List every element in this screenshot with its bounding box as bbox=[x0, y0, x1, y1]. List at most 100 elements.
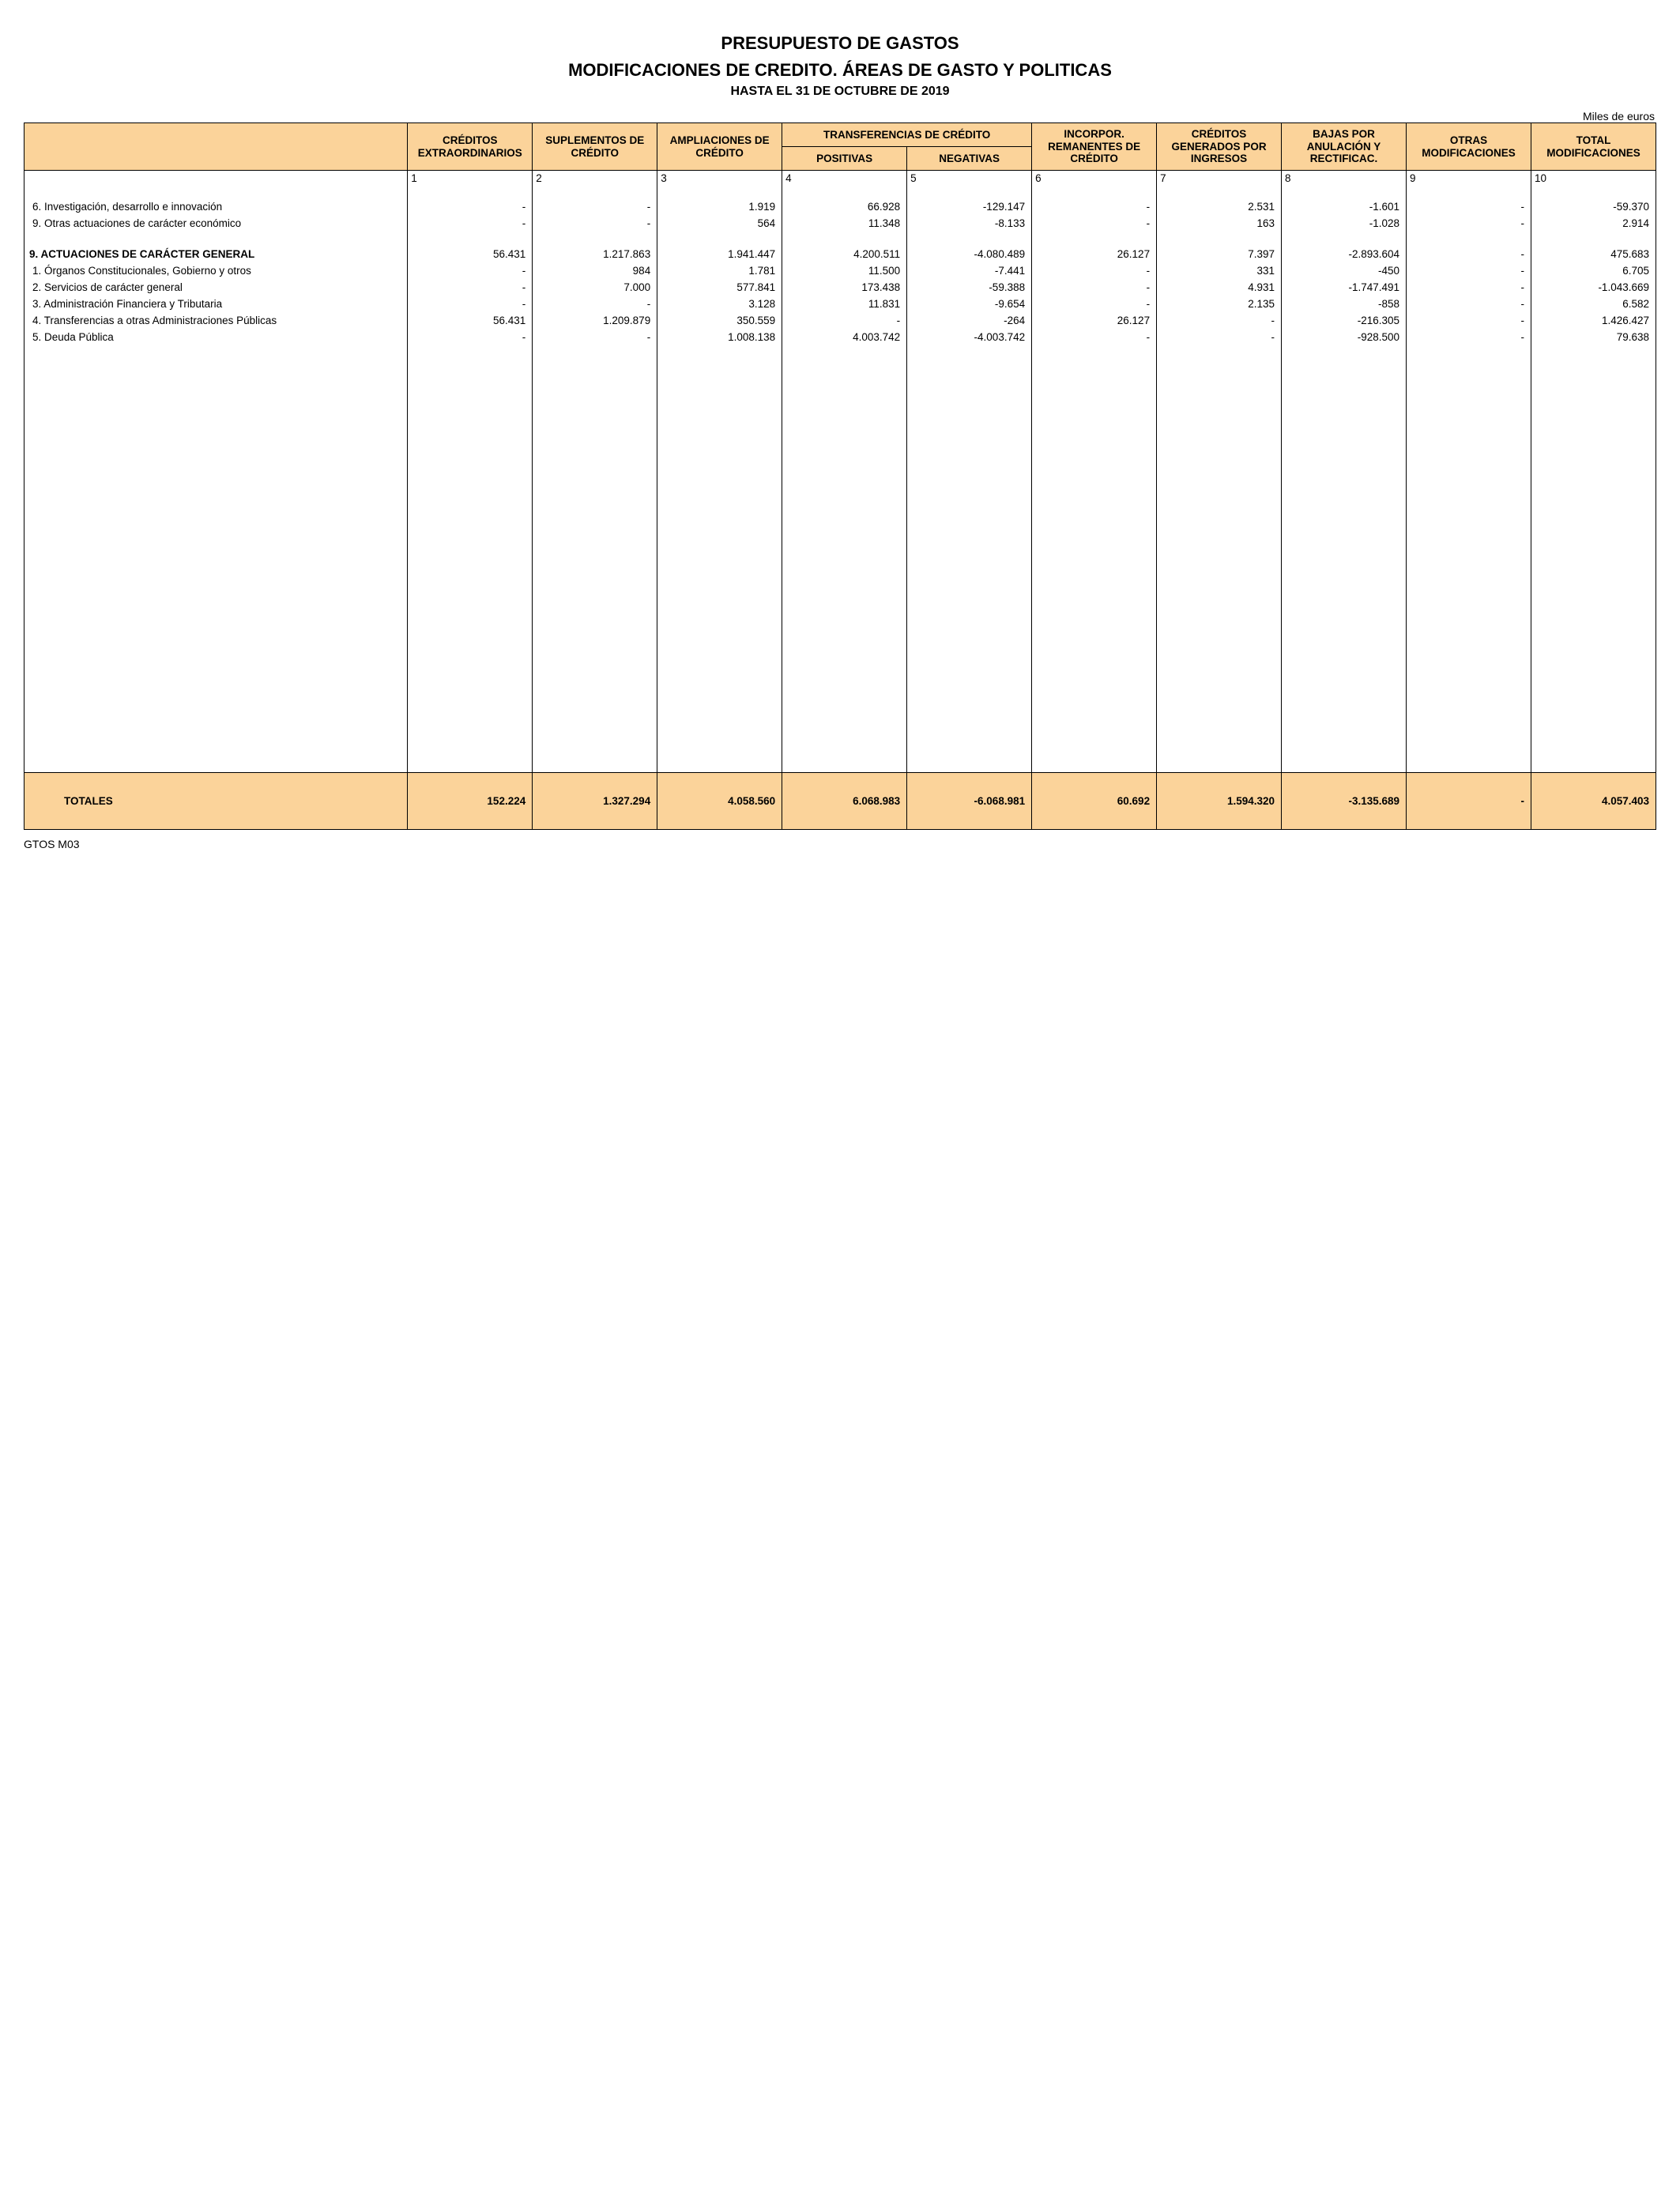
totals-cell: -6.068.981 bbox=[907, 772, 1032, 829]
header-col-1: CRÉDITOS EXTRAORDINARIOS bbox=[408, 123, 533, 171]
data-cell: 1.919 bbox=[657, 198, 782, 215]
data-cell: - bbox=[533, 198, 657, 215]
row-label: 4. Transferencias a otras Administracion… bbox=[24, 312, 408, 329]
table-row: 1. Órganos Constitucionales, Gobierno y … bbox=[24, 262, 1656, 279]
totals-cell: 1.594.320 bbox=[1157, 772, 1282, 829]
page-title-line1: PRESUPUESTO DE GASTOS bbox=[24, 32, 1656, 55]
data-cell: - bbox=[1407, 296, 1531, 312]
spacer-cell bbox=[1531, 184, 1656, 198]
spacer-cell bbox=[1407, 232, 1531, 246]
colnum-5: 5 bbox=[907, 170, 1032, 184]
data-cell: 163 bbox=[1157, 215, 1282, 232]
data-cell: - bbox=[1407, 246, 1531, 262]
data-cell: -4.003.742 bbox=[907, 329, 1032, 345]
data-cell: - bbox=[782, 312, 907, 329]
header-col-8: BAJAS POR ANULACIÓN Y RECTIFICAC. bbox=[1282, 123, 1407, 171]
data-cell: - bbox=[408, 262, 533, 279]
colnum-3: 3 bbox=[657, 170, 782, 184]
tall-spacer-cell bbox=[24, 345, 408, 772]
colnum-2: 2 bbox=[533, 170, 657, 184]
spacer-cell bbox=[533, 232, 657, 246]
data-cell: 56.431 bbox=[408, 312, 533, 329]
spacer-cell bbox=[782, 232, 907, 246]
tall-spacer-cell bbox=[657, 345, 782, 772]
spacer-cell bbox=[24, 232, 408, 246]
totals-label: TOTALES bbox=[24, 772, 408, 829]
data-cell: 1.008.138 bbox=[657, 329, 782, 345]
table-row: 9. Otras actuaciones de carácter económi… bbox=[24, 215, 1656, 232]
data-cell: - bbox=[533, 215, 657, 232]
spacer-cell bbox=[657, 232, 782, 246]
header-col-7: CRÉDITOS GENERADOS POR INGRESOS bbox=[1157, 123, 1282, 171]
row-label: 9. Otras actuaciones de carácter económi… bbox=[24, 215, 408, 232]
tall-spacer-cell bbox=[1531, 345, 1656, 772]
colnum-1: 1 bbox=[408, 170, 533, 184]
colnum-7: 7 bbox=[1157, 170, 1282, 184]
colnum-10: 10 bbox=[1531, 170, 1656, 184]
header-col-2: SUPLEMENTOS DE CRÉDITO bbox=[533, 123, 657, 171]
header-col-10: TOTAL MODIFICACIONES bbox=[1531, 123, 1656, 171]
totals-cell: 152.224 bbox=[408, 772, 533, 829]
data-cell: 350.559 bbox=[657, 312, 782, 329]
colnum-6: 6 bbox=[1032, 170, 1157, 184]
data-cell: 56.431 bbox=[408, 246, 533, 262]
spacer-cell bbox=[1032, 232, 1157, 246]
header-col-4: POSITIVAS bbox=[782, 147, 907, 171]
data-cell: 1.426.427 bbox=[1531, 312, 1656, 329]
spacer-cell bbox=[1032, 184, 1157, 198]
spacer-cell bbox=[907, 232, 1032, 246]
row-label: 3. Administración Financiera y Tributari… bbox=[24, 296, 408, 312]
data-cell: 984 bbox=[533, 262, 657, 279]
table-header: CRÉDITOS EXTRAORDINARIOS SUPLEMENTOS DE … bbox=[24, 123, 1656, 171]
header-col-6: INCORPOR. REMANENTES DE CRÉDITO bbox=[1032, 123, 1157, 171]
data-cell: 4.200.511 bbox=[782, 246, 907, 262]
data-cell: - bbox=[1157, 312, 1282, 329]
table-row: 6. Investigación, desarrollo e innovació… bbox=[24, 198, 1656, 215]
data-cell: - bbox=[1157, 329, 1282, 345]
data-cell: 1.781 bbox=[657, 262, 782, 279]
header-col-3: AMPLIACIONES DE CRÉDITO bbox=[657, 123, 782, 171]
table-row: 4. Transferencias a otras Administracion… bbox=[24, 312, 1656, 329]
totals-cell: 1.327.294 bbox=[533, 772, 657, 829]
tall-spacer-cell bbox=[907, 345, 1032, 772]
row-label: 1. Órganos Constitucionales, Gobierno y … bbox=[24, 262, 408, 279]
header-col-5: NEGATIVAS bbox=[907, 147, 1032, 171]
data-cell: - bbox=[408, 329, 533, 345]
spacer-cell bbox=[782, 184, 907, 198]
row-label: 5. Deuda Pública bbox=[24, 329, 408, 345]
data-cell: -2.893.604 bbox=[1282, 246, 1407, 262]
data-cell: -7.441 bbox=[907, 262, 1032, 279]
data-cell: 4.003.742 bbox=[782, 329, 907, 345]
spacer-cell bbox=[1407, 184, 1531, 198]
spacer-cell bbox=[1157, 184, 1282, 198]
colnum-4: 4 bbox=[782, 170, 907, 184]
footer-code: GTOS M03 bbox=[24, 838, 1656, 850]
spacer-cell bbox=[1157, 232, 1282, 246]
data-cell: - bbox=[1032, 262, 1157, 279]
totals-row: TOTALES 152.224 1.327.294 4.058.560 6.06… bbox=[24, 772, 1656, 829]
data-cell: - bbox=[1407, 215, 1531, 232]
data-cell: 4.931 bbox=[1157, 279, 1282, 296]
data-cell: - bbox=[1407, 279, 1531, 296]
data-cell: - bbox=[1032, 329, 1157, 345]
tall-spacer-cell bbox=[1407, 345, 1531, 772]
data-cell: -129.147 bbox=[907, 198, 1032, 215]
totals-cell: 4.058.560 bbox=[657, 772, 782, 829]
spacer-cell bbox=[24, 184, 408, 198]
data-cell: -216.305 bbox=[1282, 312, 1407, 329]
data-cell: -928.500 bbox=[1282, 329, 1407, 345]
data-cell: -1.028 bbox=[1282, 215, 1407, 232]
tall-spacer-cell bbox=[533, 345, 657, 772]
units-label: Miles de euros bbox=[24, 110, 1656, 123]
header-blank bbox=[24, 123, 408, 171]
spacer-cell bbox=[408, 232, 533, 246]
data-cell: - bbox=[1032, 198, 1157, 215]
spacer-cell bbox=[408, 184, 533, 198]
spacer-cell bbox=[1282, 232, 1407, 246]
data-cell: - bbox=[408, 215, 533, 232]
data-cell: - bbox=[533, 296, 657, 312]
data-cell: 1.941.447 bbox=[657, 246, 782, 262]
data-cell: -450 bbox=[1282, 262, 1407, 279]
totals-cell: -3.135.689 bbox=[1282, 772, 1407, 829]
section-label: 9. ACTUACIONES DE CARÁCTER GENERAL bbox=[24, 246, 408, 262]
